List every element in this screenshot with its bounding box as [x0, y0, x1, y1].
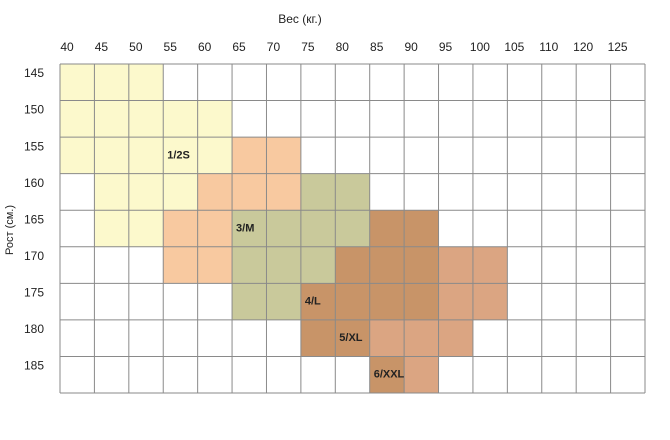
size-cell — [438, 283, 473, 320]
size-cell — [163, 137, 198, 174]
weight-label: 75 — [301, 40, 315, 54]
height-label: 160 — [24, 176, 44, 190]
size-cell — [197, 137, 233, 174]
size-cell — [128, 137, 164, 174]
size-cell — [335, 210, 370, 247]
y-title: Рост (см.) — [4, 205, 16, 255]
size-cell — [266, 283, 301, 320]
size-cell — [163, 210, 198, 247]
weight-label: 45 — [95, 40, 109, 54]
size-cell — [438, 319, 473, 357]
x-title: Вес (кг.) — [278, 12, 322, 26]
size-cell — [335, 246, 370, 284]
size-cell — [197, 210, 233, 247]
height-label: 175 — [24, 286, 44, 300]
zone-label: 4/L — [305, 296, 321, 308]
size-cell — [128, 173, 164, 211]
height-label: 150 — [24, 103, 44, 117]
size-cell — [404, 210, 439, 247]
size-cell — [94, 137, 129, 174]
size-cell — [369, 283, 405, 320]
size-cell — [232, 246, 267, 284]
weight-label: 90 — [404, 40, 418, 54]
size-cell — [232, 283, 267, 320]
size-cell — [404, 246, 439, 284]
size-cell — [232, 210, 267, 247]
size-cell — [232, 137, 267, 174]
size-cell — [472, 283, 508, 320]
size-cell — [404, 283, 439, 320]
size-cell — [369, 319, 405, 357]
weight-label: 125 — [608, 40, 628, 54]
size-cell — [128, 64, 164, 101]
size-cell — [128, 100, 164, 138]
size-cell — [335, 173, 370, 211]
weight-label: 100 — [470, 40, 490, 54]
size-cell — [300, 173, 336, 211]
weight-label: 80 — [336, 40, 350, 54]
height-label: 180 — [24, 322, 44, 336]
size-cell — [60, 100, 95, 138]
size-cell — [335, 319, 370, 357]
size-cell — [472, 246, 508, 284]
zone-label: 1/2S — [167, 149, 190, 161]
weight-label: 120 — [573, 40, 593, 54]
size-cell — [197, 246, 233, 284]
size-cell — [163, 100, 198, 138]
size-cell — [404, 356, 439, 393]
size-cell — [266, 210, 301, 247]
size-cell — [369, 356, 405, 393]
size-cell — [94, 210, 129, 247]
weight-label: 55 — [164, 40, 178, 54]
size-cell — [300, 319, 336, 357]
size-cell — [232, 173, 267, 211]
weight-label: 110 — [539, 40, 558, 54]
weight-label: 40 — [60, 40, 74, 54]
zone-label: 5/XL — [339, 332, 363, 344]
size-cell — [197, 173, 233, 211]
size-cell — [94, 64, 129, 101]
zone-label: 3/M — [236, 222, 254, 234]
height-label: 145 — [24, 66, 44, 80]
size-cell — [404, 319, 439, 357]
zone-label: 6/XXL — [374, 369, 405, 381]
size-cell — [266, 173, 301, 211]
weight-label: 105 — [504, 40, 524, 54]
weight-label: 50 — [129, 40, 143, 54]
size-cell — [438, 246, 473, 284]
size-cell — [163, 246, 198, 284]
weight-label: 85 — [370, 40, 384, 54]
height-label: 170 — [24, 249, 44, 263]
size-cell — [266, 137, 301, 174]
size-cell — [266, 246, 301, 284]
size-cell — [369, 210, 405, 247]
weight-label: 95 — [439, 40, 453, 54]
size-cell — [94, 100, 129, 138]
size-cell — [369, 246, 405, 284]
size-cell — [163, 173, 198, 211]
size-cell — [335, 283, 370, 320]
height-label: 155 — [24, 139, 44, 153]
size-cell — [300, 246, 336, 284]
size-cell — [94, 173, 129, 211]
weight-label: 60 — [198, 40, 212, 54]
weight-label: 70 — [267, 40, 281, 54]
height-label: 185 — [24, 359, 44, 373]
height-label: 165 — [24, 212, 44, 226]
weight-label: 65 — [232, 40, 246, 54]
size-cell — [300, 210, 336, 247]
size-cell — [60, 64, 95, 101]
size-cell — [60, 137, 95, 174]
size-cell — [197, 100, 233, 138]
size-cell — [300, 283, 336, 320]
size-cell — [128, 210, 164, 247]
